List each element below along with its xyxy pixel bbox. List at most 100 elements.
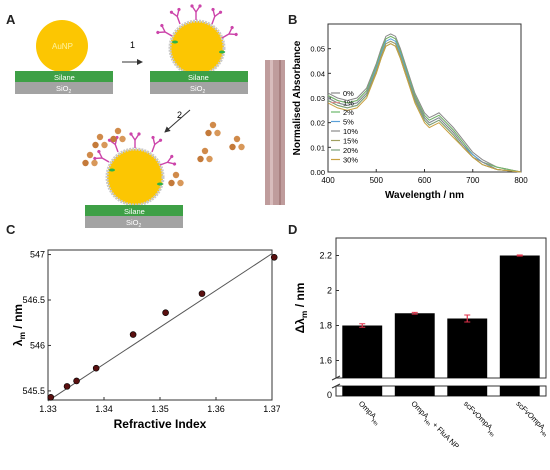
x-tick-label: 600 [418, 176, 432, 185]
legend-label: 30% [343, 156, 358, 165]
y-tick-label: 0.05 [310, 45, 325, 54]
sio2-label-3: SiO2 [126, 218, 142, 229]
bar-lower-segment [342, 386, 383, 396]
y-tick-label: 2.2 [319, 251, 332, 261]
gold-nanoparticle-bound [105, 147, 165, 207]
plot-frame-upper [335, 237, 547, 379]
panel-label-a: A [6, 12, 16, 27]
data-point [73, 377, 80, 385]
spectrum-line [327, 35, 522, 173]
y-tick-label: 1.6 [319, 356, 332, 366]
protein-trimer [197, 147, 213, 163]
bound-aunp-assembly: Silane SiO2 [82, 127, 184, 229]
sio2-label-2: SiO2 [190, 84, 206, 95]
absorbance-chart: 400 500 600 700 800 0.00 0.01 0.02 0.03 0.04 0.05 0… [292, 23, 528, 201]
legend-label: 10% [343, 127, 358, 136]
x-tick-label: 800 [514, 176, 528, 185]
sio2-layer [15, 82, 113, 94]
plot-frame [47, 249, 273, 401]
plot-frame-lower [335, 385, 547, 397]
legend-label: 15% [343, 137, 358, 146]
functionalised-aunp-assembly: Silane SiO2 [150, 3, 248, 95]
x-tick-label: 1.37 [263, 404, 280, 414]
bar [447, 318, 488, 378]
silane-label: Silane [54, 73, 75, 82]
x-tick-label: 400 [321, 176, 335, 185]
silane-layer [15, 71, 113, 82]
step-2-arrow [164, 109, 191, 133]
aunp-label: AuNP [52, 42, 73, 51]
silane-label-2: Silane [188, 73, 209, 82]
sio2-layer-2 [150, 82, 248, 94]
bar [394, 313, 435, 378]
axis-break-mark [331, 375, 341, 381]
legend-label: 5% [343, 118, 354, 127]
data-point [63, 383, 71, 390]
panel-label-b: B [288, 12, 298, 27]
bar [342, 325, 383, 378]
data-point [47, 393, 55, 401]
category-label: OmpAHn + FluA NP [407, 399, 461, 453]
protein-trimer [229, 135, 245, 151]
legend-label: 1% [343, 99, 354, 108]
y-tick-label: 0.01 [310, 143, 325, 152]
sio2-label: SiO2 [56, 84, 72, 95]
category-label: OmpAHn [355, 399, 383, 427]
y-tick-label: 2 [327, 286, 332, 296]
y-tick-label: 0.02 [310, 119, 325, 128]
bare-aunp-assembly: AuNP Silane SiO2 [15, 20, 113, 95]
x-tick-label: 1.35 [151, 404, 169, 414]
y-tick-label: 546 [30, 340, 45, 350]
x-tick-label: 500 [370, 176, 384, 185]
spectrum-line [327, 43, 522, 173]
wavelength-vs-index-chart: 1.33 1.34 1.35 1.36 1.37 545.5 546 546.5 547 Refr… [11, 249, 280, 431]
sio2-layer-3 [85, 216, 183, 228]
y-tick-label: 1.8 [319, 321, 332, 331]
silane-label-3: Silane [124, 207, 145, 216]
legend-label: 2% [343, 108, 354, 117]
gold-nanoparticle [36, 20, 88, 72]
spectrum-line [327, 33, 522, 173]
data-point [92, 364, 100, 372]
axis-break-mark [331, 383, 341, 389]
schematic-panel: AuNP Silane SiO2 1 Silane SiO2 2 [15, 3, 285, 229]
legend-label: 20% [343, 146, 358, 155]
data-point [270, 253, 278, 261]
x-tick-label: 1.33 [39, 404, 57, 414]
fit-line [47, 253, 273, 402]
legend-label: 0% [343, 89, 354, 98]
y-tick-label: 547 [30, 250, 45, 260]
y-tick-label: 545.5 [22, 386, 45, 396]
y-tick-label: 0.04 [310, 69, 325, 78]
silane-layer-3 [85, 205, 183, 216]
y-tick-label: 0 [327, 390, 332, 400]
y-axis-title: Normalised Absorbance [292, 40, 303, 155]
category-label: scFvOmpAHn [460, 399, 500, 439]
panel-label-d: D [288, 222, 298, 237]
category-label: scFvOmpAHn + FluA NP [512, 399, 548, 464]
step-2-label: 2 [177, 110, 182, 120]
y-axis-title: Δλm / nm [293, 283, 309, 334]
step-1-label: 1 [130, 40, 135, 50]
data-point [129, 331, 137, 338]
fiber-photo [265, 60, 285, 205]
data-point [198, 290, 206, 297]
bar-lower-segment [394, 386, 435, 396]
y-tick-label: 0.03 [310, 94, 325, 103]
x-tick-label: 700 [466, 176, 480, 185]
bar-lower-segment [499, 386, 540, 396]
bar-lower-segment [447, 386, 488, 396]
silane-layer-2 [150, 71, 248, 82]
panel-label-c: C [6, 222, 16, 237]
y-tick-label: 0.00 [310, 168, 325, 177]
gold-nanoparticle-coated [168, 19, 226, 77]
data-point [162, 309, 169, 317]
x-tick-label: 1.34 [95, 404, 113, 414]
protein-trimer [205, 121, 221, 137]
y-axis-title: λm / nm [11, 304, 27, 346]
x-tick-label: 1.36 [207, 404, 225, 414]
x-axis-title: Refractive Index [114, 417, 207, 431]
bar [499, 255, 540, 378]
x-axis-title: Wavelength / nm [385, 190, 464, 201]
